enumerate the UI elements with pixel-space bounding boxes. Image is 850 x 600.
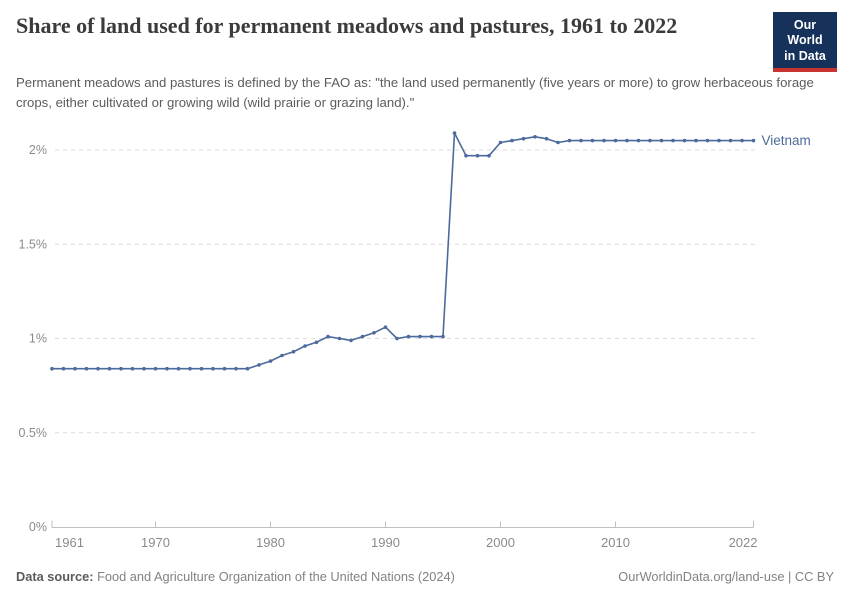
y-tick-label: 1.5%	[19, 237, 48, 251]
y-gridlines: 0% 0.5% 1% 1.5% 2%	[19, 143, 756, 534]
data-point[interactable]	[544, 136, 549, 141]
data-point[interactable]	[349, 338, 353, 343]
y-tick-label: 0%	[29, 520, 47, 534]
data-point[interactable]	[717, 138, 721, 143]
data-point[interactable]	[360, 334, 365, 339]
data-point[interactable]	[245, 366, 250, 371]
x-tick-label: 1990	[371, 535, 400, 550]
data-point[interactable]	[751, 138, 756, 143]
data-point[interactable]	[579, 138, 583, 143]
data-point[interactable]	[280, 353, 284, 358]
x-tick-label: 2022	[729, 535, 758, 550]
data-point[interactable]	[671, 138, 675, 143]
y-tick-label: 0.5%	[19, 426, 48, 440]
x-tick-label: 1961	[55, 535, 84, 550]
data-point[interactable]	[429, 334, 434, 339]
data-point[interactable]	[130, 366, 135, 371]
data-point[interactable]	[176, 366, 181, 371]
data-point[interactable]	[326, 334, 330, 339]
data-point[interactable]	[222, 366, 227, 371]
data-point[interactable]	[556, 140, 560, 145]
data-point[interactable]	[636, 138, 641, 143]
data-point[interactable]	[487, 153, 491, 158]
data-point[interactable]	[705, 138, 710, 143]
data-source: Data source: Food and Agriculture Organi…	[16, 569, 455, 584]
data-point[interactable]	[165, 366, 169, 371]
data-point[interactable]	[372, 331, 376, 335]
owid-logo[interactable]: Our World in Data	[773, 12, 837, 72]
y-tick-label: 2%	[29, 143, 47, 157]
data-point[interactable]	[740, 138, 744, 143]
data-point[interactable]	[73, 366, 77, 371]
data-point[interactable]	[452, 131, 457, 135]
data-points[interactable]	[50, 131, 756, 371]
data-point[interactable]	[107, 366, 112, 371]
data-point[interactable]	[498, 140, 503, 145]
data-point[interactable]	[464, 153, 468, 158]
x-tick-label: 2010	[601, 535, 630, 550]
data-point[interactable]	[521, 136, 526, 141]
owid-logo-line1: Our World	[787, 18, 823, 48]
data-point[interactable]	[142, 366, 146, 371]
data-point[interactable]	[590, 138, 595, 143]
data-point[interactable]	[406, 334, 411, 339]
x-tick-label: 1970	[141, 535, 170, 550]
data-point[interactable]	[199, 366, 204, 371]
data-point[interactable]	[84, 366, 89, 371]
data-point[interactable]	[257, 363, 261, 367]
data-point[interactable]	[728, 138, 733, 143]
series-label-vietnam[interactable]: Vietnam	[762, 133, 811, 148]
data-point[interactable]	[533, 135, 537, 139]
data-point[interactable]	[383, 325, 388, 330]
data-point[interactable]	[303, 344, 307, 348]
data-point[interactable]	[510, 138, 514, 143]
data-point[interactable]	[234, 366, 238, 371]
owid-logo-line2: in Data	[784, 48, 826, 63]
data-point[interactable]	[50, 366, 54, 371]
x-tick-label: 2000	[486, 535, 515, 550]
data-point[interactable]	[153, 366, 158, 371]
data-point[interactable]	[475, 153, 480, 158]
data-point[interactable]	[648, 138, 652, 143]
data-source-label: Data source:	[16, 569, 94, 584]
data-point[interactable]	[61, 366, 66, 371]
data-source-text: Food and Agriculture Organization of the…	[93, 569, 455, 584]
data-point[interactable]	[441, 334, 445, 339]
data-point[interactable]	[96, 366, 100, 371]
data-point[interactable]	[567, 138, 572, 143]
data-point[interactable]	[694, 138, 698, 143]
data-point[interactable]	[119, 366, 123, 371]
data-point[interactable]	[625, 138, 629, 143]
data-point[interactable]	[337, 336, 342, 341]
data-point[interactable]	[268, 359, 273, 363]
vietnam-line[interactable]	[51, 132, 755, 370]
license-link[interactable]: OurWorldinData.org/land-use | CC BY	[618, 569, 834, 584]
data-point[interactable]	[188, 366, 192, 371]
data-point[interactable]	[659, 138, 664, 143]
chart-subtitle: Permanent meadows and pastures is define…	[16, 75, 814, 111]
data-point[interactable]	[314, 340, 319, 345]
chart-footer: Data source: Food and Agriculture Organi…	[16, 569, 834, 584]
data-point[interactable]	[211, 366, 215, 371]
chart-title: Share of land used for permanent meadows…	[16, 13, 678, 38]
y-tick-label: 1%	[29, 332, 47, 346]
data-point[interactable]	[602, 138, 606, 143]
x-tick-label: 1980	[256, 535, 285, 550]
data-point[interactable]	[613, 138, 618, 143]
data-point[interactable]	[395, 336, 399, 341]
data-point[interactable]	[418, 334, 422, 339]
data-point[interactable]	[682, 138, 687, 143]
x-axis: 1961 1970 1980 1990 2000 2010 2022	[51, 520, 758, 550]
data-point[interactable]	[291, 349, 296, 354]
